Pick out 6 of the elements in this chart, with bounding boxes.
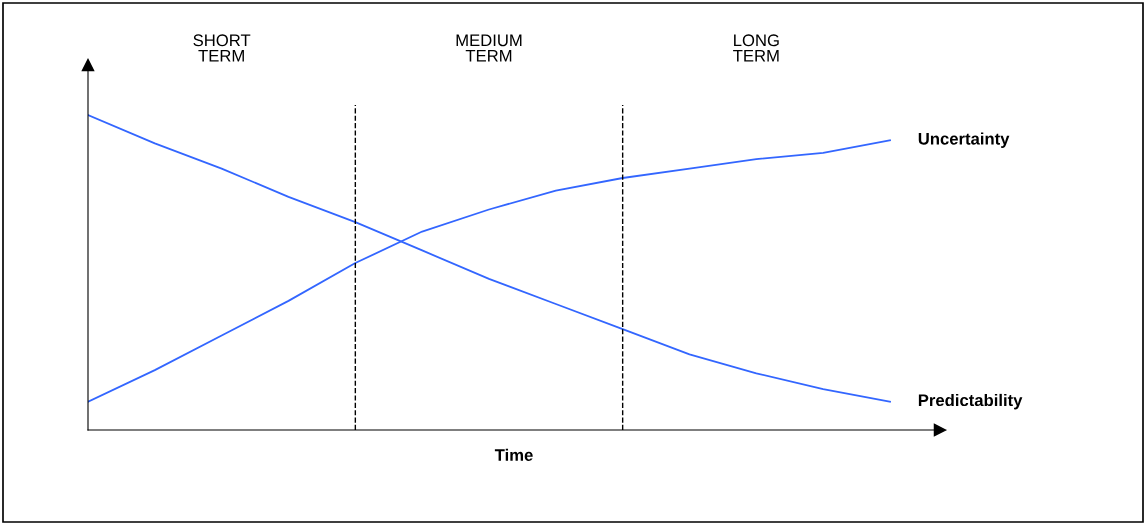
series-label: Uncertainty (918, 132, 1010, 148)
text: SHORT TERM (193, 34, 251, 62)
text: MEDIUM TERM (456, 34, 522, 62)
x-axis-title: Time (494, 448, 533, 461)
text: LONG TERM (733, 34, 779, 62)
series-label: Predictability (918, 393, 1023, 410)
